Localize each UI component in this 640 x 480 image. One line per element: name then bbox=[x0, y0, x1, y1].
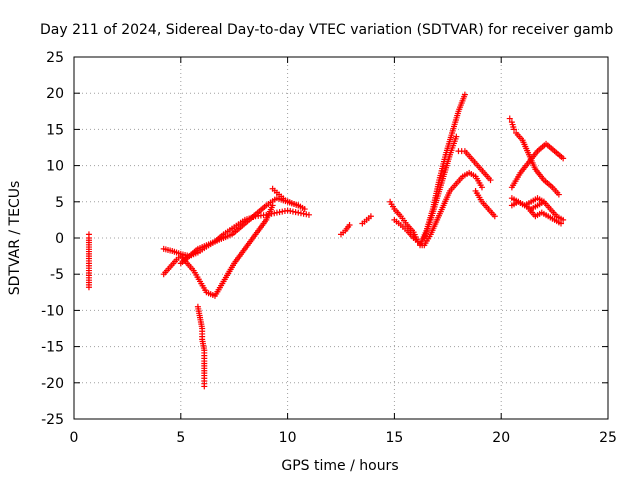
y-tick-label: -20 bbox=[41, 376, 64, 392]
data-point bbox=[487, 177, 494, 184]
data-point bbox=[506, 115, 513, 122]
data-point bbox=[201, 383, 208, 390]
data-point bbox=[560, 155, 567, 162]
x-axis-title: GPS time / hours bbox=[281, 458, 398, 474]
x-tick-label: 20 bbox=[492, 430, 510, 446]
data-point bbox=[85, 284, 92, 291]
x-tick-labels: 0 5 10 15 20 25 bbox=[70, 430, 617, 446]
data-point bbox=[558, 220, 565, 227]
data-point bbox=[367, 213, 374, 220]
grid-lines bbox=[74, 57, 608, 419]
y-tick-label: 20 bbox=[46, 86, 64, 102]
data-point bbox=[560, 216, 567, 223]
data-point bbox=[301, 206, 308, 213]
y-tick-label: 5 bbox=[55, 195, 64, 211]
data-point bbox=[346, 221, 353, 228]
y-tick-label: -15 bbox=[41, 340, 64, 356]
data-point bbox=[491, 213, 498, 220]
plot-frame bbox=[73, 56, 609, 420]
y-tick-label: -5 bbox=[50, 267, 64, 283]
y-tick-label: 10 bbox=[46, 159, 64, 175]
data-points bbox=[85, 91, 567, 390]
data-point bbox=[540, 198, 547, 205]
data-point bbox=[453, 133, 460, 140]
y-tick-label: 25 bbox=[46, 50, 64, 66]
x-tick-label: 25 bbox=[599, 430, 617, 446]
data-point bbox=[461, 91, 468, 98]
chart-title: Day 211 of 2024, Sidereal Day-to-day VTE… bbox=[40, 22, 613, 38]
y-tick-labels: -25 -20 -15 -10 -5 0 5 10 15 20 25 bbox=[41, 50, 64, 428]
x-tick-label: 0 bbox=[70, 430, 79, 446]
y-axis-title: SDTVAR / TECUs bbox=[7, 181, 23, 296]
y-tick-label: 0 bbox=[55, 231, 64, 247]
x-tick-label: 15 bbox=[385, 430, 403, 446]
y-tick-label: 15 bbox=[46, 122, 64, 138]
y-tick-label: -25 bbox=[41, 412, 64, 428]
x-tick-label: 10 bbox=[279, 430, 297, 446]
x-tick-label: 5 bbox=[176, 430, 185, 446]
data-point bbox=[305, 211, 312, 218]
axis-ticks bbox=[73, 56, 609, 420]
data-point bbox=[555, 191, 562, 198]
data-point bbox=[478, 184, 485, 191]
data-point bbox=[511, 126, 518, 133]
y-tick-label: -10 bbox=[41, 303, 64, 319]
